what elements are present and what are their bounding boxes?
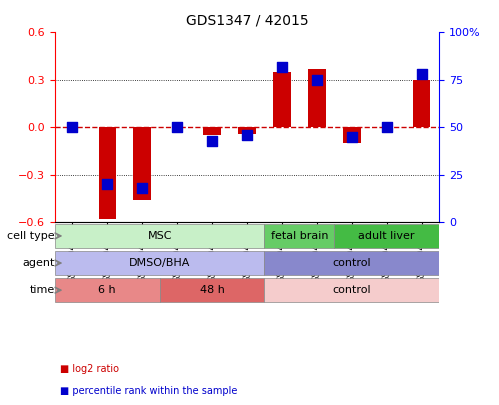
Text: ■ log2 ratio: ■ log2 ratio — [60, 364, 119, 373]
Point — [243, 132, 251, 138]
FancyBboxPatch shape — [334, 224, 439, 248]
Text: control: control — [332, 285, 371, 295]
Text: adult liver: adult liver — [358, 231, 415, 241]
Text: 6 h: 6 h — [98, 285, 116, 295]
Text: MSC: MSC — [147, 231, 172, 241]
Bar — [273, 72, 290, 127]
FancyBboxPatch shape — [55, 278, 160, 303]
FancyBboxPatch shape — [160, 278, 264, 303]
Point — [313, 77, 321, 83]
Text: agent: agent — [22, 258, 55, 268]
Title: GDS1347 / 42015: GDS1347 / 42015 — [186, 13, 308, 27]
FancyBboxPatch shape — [264, 251, 439, 275]
Bar — [134, 127, 151, 200]
Point — [348, 134, 356, 140]
Text: control: control — [332, 258, 371, 268]
Point — [418, 71, 426, 77]
Point — [278, 63, 286, 70]
Point — [383, 124, 391, 130]
Bar — [238, 127, 255, 134]
Text: ■ percentile rank within the sample: ■ percentile rank within the sample — [60, 386, 237, 396]
Text: cell type: cell type — [7, 231, 55, 241]
Bar — [99, 127, 116, 219]
Bar — [308, 69, 325, 127]
Text: time: time — [29, 285, 55, 295]
FancyBboxPatch shape — [264, 224, 334, 248]
Bar — [343, 127, 360, 143]
FancyBboxPatch shape — [55, 224, 264, 248]
Bar — [204, 127, 221, 135]
FancyBboxPatch shape — [55, 251, 264, 275]
Point — [208, 137, 216, 144]
Text: 48 h: 48 h — [200, 285, 225, 295]
Bar — [413, 80, 430, 127]
Point — [103, 181, 111, 188]
FancyBboxPatch shape — [264, 278, 439, 303]
Point — [138, 185, 146, 192]
Point — [68, 124, 76, 130]
Text: fetal brain: fetal brain — [270, 231, 328, 241]
Point — [173, 124, 181, 130]
Text: DMSO/BHA: DMSO/BHA — [129, 258, 190, 268]
